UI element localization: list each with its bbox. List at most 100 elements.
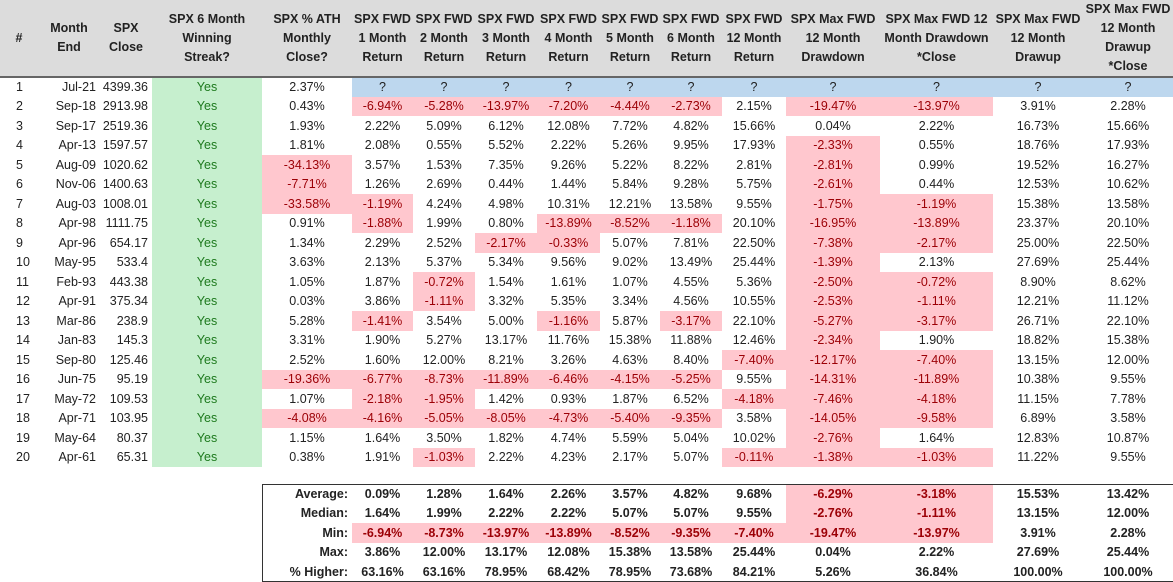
cell-fwd-5m: 3.34% [612, 294, 648, 309]
cell-fwd-5m: 9.02% [612, 255, 648, 270]
cell-fwd-12m: 22.10% [732, 313, 776, 328]
cell-max-drawdown-close: -13.97% [880, 96, 993, 116]
cell-winning-streak: Yes [152, 155, 262, 175]
cell-month-end: Aug-03 [55, 196, 96, 211]
cell-fwd-4m: -0.33% [537, 233, 600, 253]
cell-fwd-6m: 7.81% [673, 235, 709, 250]
cell-row-number: 9 [16, 235, 23, 250]
cell-fwd-2m: 1.99% [426, 216, 462, 231]
cell-max-drawdown: -14.31% [786, 369, 880, 389]
summary-fwd-2m: 12.00% [422, 545, 466, 560]
cell-row-number: 12 [16, 294, 30, 309]
cell-pct-from-ath: 1.05% [289, 274, 325, 289]
cell-month-end: May-72 [54, 391, 96, 406]
empty-cell [0, 523, 262, 543]
cell-max-drawup-close: 12.00% [1106, 352, 1150, 367]
summary-fwd-12m: -7.40% [722, 523, 786, 543]
summary-row: % Higher: 63.16% 63.16% 78.95% 68.42% 78.95% 7… [0, 562, 1173, 582]
cell-month-end: Apr-71 [58, 411, 96, 426]
cell-max-drawdown-close: 2.13% [918, 255, 955, 270]
cell-month-end: May-64 [54, 430, 96, 445]
cell-max-drawup: 6.89% [1020, 411, 1056, 426]
cell-spx-close: 238.9 [116, 313, 148, 328]
cell-pct-from-ath: 3.31% [289, 333, 325, 348]
cell-fwd-3m: 4.98% [488, 196, 524, 211]
table-row: 14 Jan-83 145.3 Yes 3.31% 1.90% 5.27% 13.17% 11.… [0, 330, 1173, 350]
cell-max-drawup: 27.69% [1016, 255, 1060, 270]
cell-max-drawup-close: 15.38% [1106, 333, 1150, 348]
cell-fwd-12m: 10.55% [732, 294, 776, 309]
column-header-fwd-4m: SPX FWD 4 Month Return [537, 0, 600, 78]
summary-max-drawdown-close: -1.11% [880, 503, 993, 523]
column-header-spx-close: SPX Close [100, 0, 152, 78]
cell-fwd-6m: 13.49% [669, 255, 713, 270]
cell-max-drawup-close: 20.10% [1106, 216, 1150, 231]
cell-fwd-4m: -6.46% [537, 369, 600, 389]
cell-max-drawup: 12.83% [1016, 430, 1060, 445]
summary-fwd-4m: -13.89% [537, 523, 600, 543]
cell-fwd-3m: ? [475, 77, 537, 97]
cell-fwd-3m: -13.97% [475, 96, 537, 116]
cell-fwd-3m: 1.54% [488, 274, 524, 289]
cell-month-end: Sep-17 [55, 118, 96, 133]
table-row: 11 Feb-93 443.38 Yes 1.05% 1.87% -0.72% 1.54% 1.… [0, 272, 1173, 292]
cell-max-drawup-close: 22.10% [1106, 313, 1150, 328]
cell-spx-close: 95.19 [116, 372, 148, 387]
summary-max-drawdown: -19.47% [786, 523, 880, 543]
cell-max-drawdown-close: -3.17% [880, 311, 993, 331]
column-header-row-number: # [0, 0, 38, 78]
cell-month-end: Aug-09 [55, 157, 96, 172]
cell-fwd-2m: -5.05% [413, 408, 475, 428]
cell-month-end: Apr-96 [58, 235, 96, 250]
cell-max-drawdown: -1.39% [786, 252, 880, 272]
cell-fwd-3m: 5.00% [488, 313, 524, 328]
cell-spx-close: 109.53 [109, 391, 148, 406]
column-header-pct-from-ath: SPX % ATH Monthly Close? [262, 0, 352, 78]
cell-fwd-6m: 9.95% [673, 138, 709, 153]
cell-month-end: Apr-13 [58, 138, 96, 153]
cell-row-number: 11 [16, 274, 29, 289]
summary-fwd-5m: 3.57% [600, 483, 660, 504]
cell-fwd-5m: -5.40% [600, 408, 660, 428]
cell-max-drawup: 3.91% [1020, 99, 1056, 114]
cell-fwd-3m: 6.12% [488, 118, 524, 133]
cell-pct-from-ath: -33.58% [262, 194, 352, 214]
cell-fwd-1m: 2.22% [364, 118, 401, 133]
header-row: # Month End SPX Close SPX 6 Month Winning S… [0, 0, 1173, 78]
cell-fwd-12m: 5.75% [736, 177, 772, 192]
table-row: 4 Apr-13 1597.57 Yes 1.81% 2.08% 0.55% 5.52% 2.2… [0, 135, 1173, 155]
cell-fwd-4m: 4.23% [550, 450, 587, 465]
cell-row-number: 6 [16, 177, 23, 192]
table-row: 1 Jul-21 4399.36 Yes 2.37%??????????? [0, 77, 1173, 97]
cell-fwd-12m: -0.11% [722, 447, 786, 467]
cell-fwd-4m: 5.35% [550, 294, 587, 309]
cell-fwd-12m: 15.66% [732, 118, 776, 133]
cell-max-drawdown: -5.27% [786, 311, 880, 331]
cell-row-number: 5 [16, 157, 23, 172]
cell-fwd-12m: 3.58% [736, 411, 772, 426]
cell-fwd-3m: -11.89% [475, 369, 537, 389]
cell-winning-streak: Yes [152, 291, 262, 311]
cell-spx-close: 103.95 [109, 411, 148, 426]
cell-pct-from-ath: 1.34% [289, 235, 325, 250]
cell-fwd-5m: 7.72% [612, 118, 648, 133]
summary-max-drawdown: 5.26% [786, 562, 880, 582]
cell-max-drawdown-close: -1.19% [880, 194, 993, 214]
cell-fwd-2m: -0.72% [413, 272, 475, 292]
cell-fwd-4m: 9.26% [550, 157, 587, 172]
cell-spx-close: 2913.98 [102, 99, 148, 114]
cell-spx-close: 375.34 [109, 294, 148, 309]
cell-max-drawup-close: 2.28% [1110, 99, 1146, 114]
cell-max-drawdown-close: 1.64% [918, 430, 955, 445]
spacer [0, 467, 1173, 484]
cell-fwd-12m: 2.81% [736, 157, 772, 172]
cell-pct-from-ath: 1.07% [289, 391, 325, 406]
table-row: 7 Aug-03 1008.01 Yes -33.58% -1.19% 4.24% 4.98%… [0, 194, 1173, 214]
cell-row-number: 14 [16, 333, 30, 348]
cell-fwd-2m: -5.28% [413, 96, 475, 116]
cell-row-number: 2 [16, 99, 23, 114]
cell-fwd-1m: -4.16% [352, 408, 413, 428]
cell-fwd-2m: -1.11% [413, 291, 475, 311]
cell-fwd-4m: 3.26% [550, 352, 587, 367]
cell-fwd-5m: 1.87% [612, 391, 648, 406]
